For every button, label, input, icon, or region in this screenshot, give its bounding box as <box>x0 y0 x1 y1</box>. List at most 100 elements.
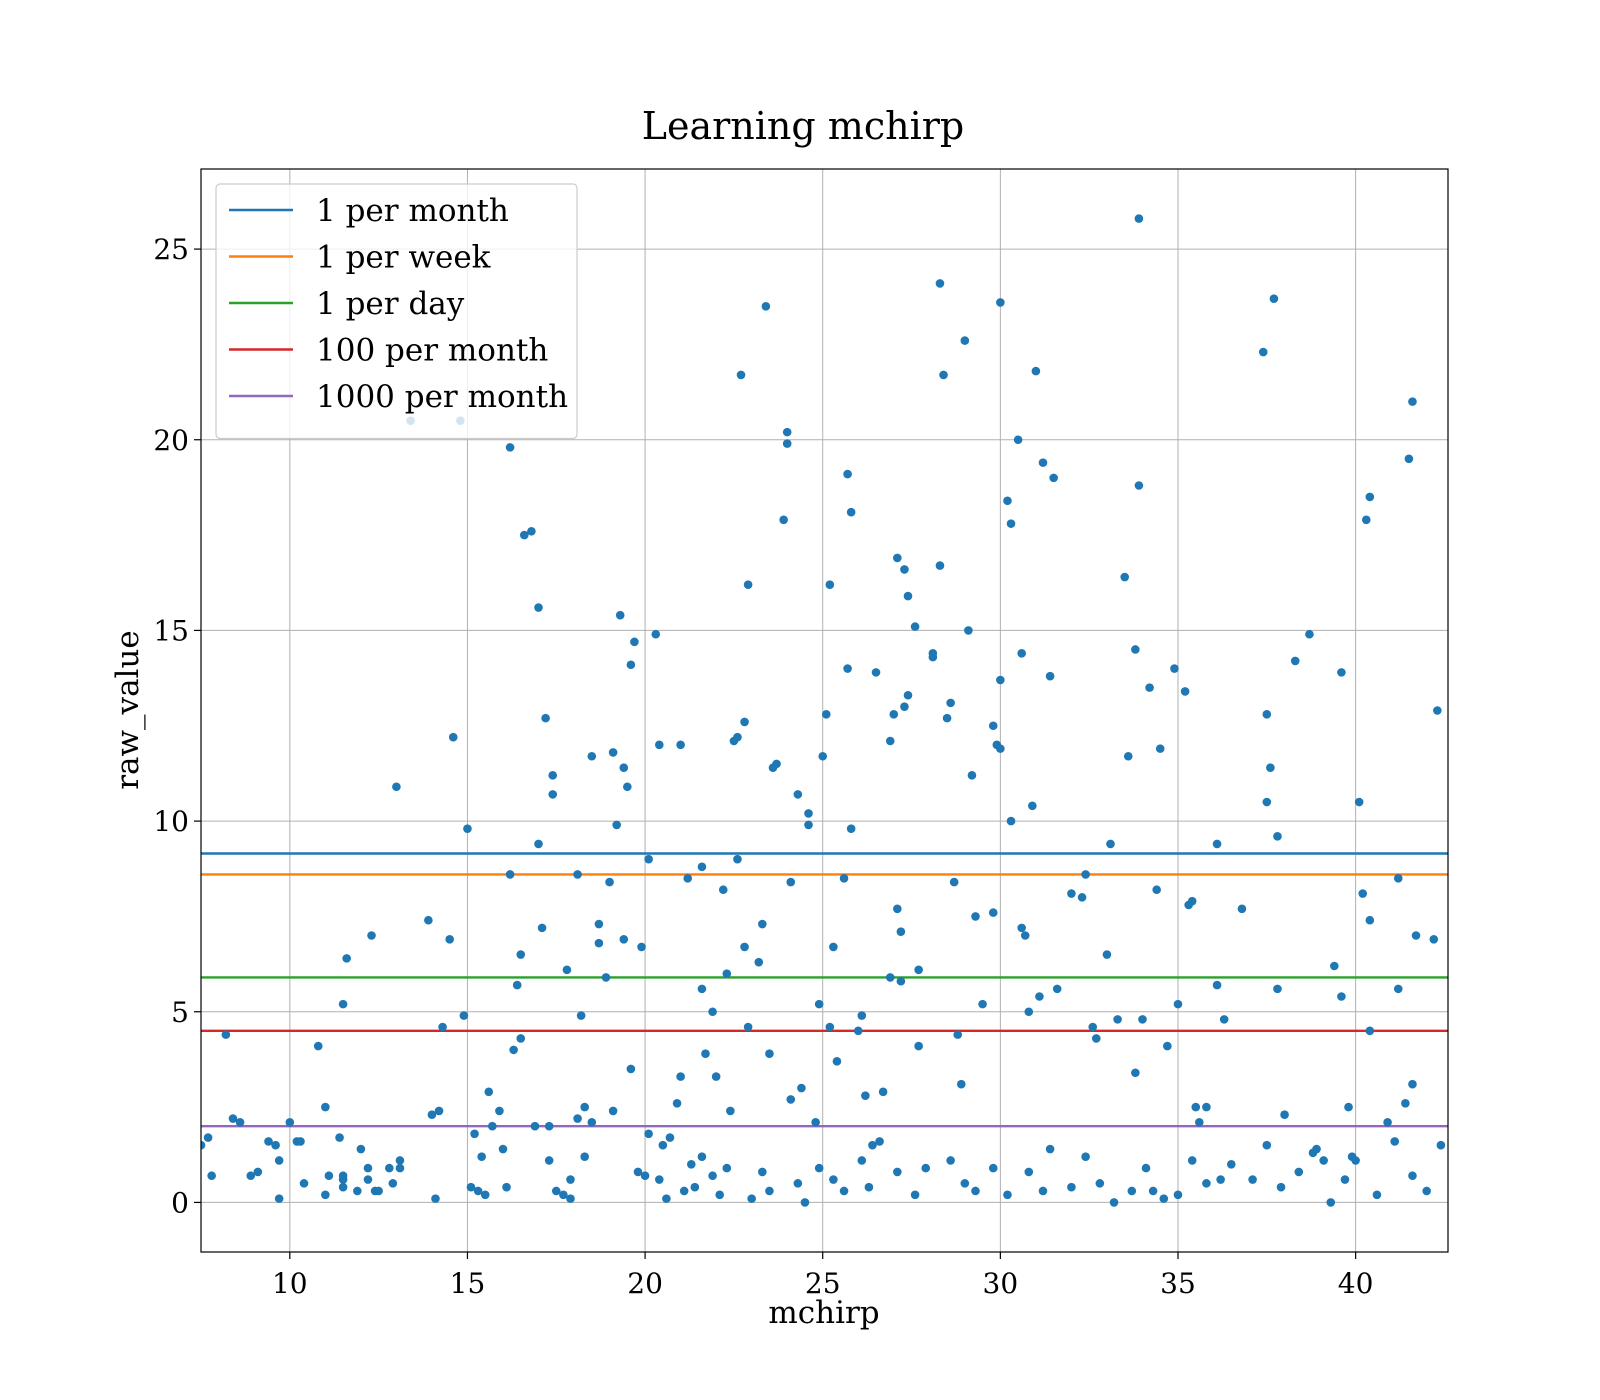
y-axis-label: raw_value <box>110 630 146 790</box>
data-point <box>960 1179 970 1188</box>
data-point <box>1202 1102 1211 1112</box>
data-point <box>516 950 526 959</box>
data-point <box>615 610 625 620</box>
data-point <box>1187 1156 1197 1165</box>
data-point <box>722 1163 732 1173</box>
data-point <box>701 1049 710 1059</box>
data-point <box>1226 1159 1236 1169</box>
x-tick-label: 30 <box>983 1267 1019 1300</box>
data-point <box>797 1083 806 1093</box>
data-point <box>608 748 618 757</box>
data-point <box>1340 1175 1350 1184</box>
data-point <box>1091 1034 1101 1043</box>
data-point <box>477 1152 486 1161</box>
data-point <box>864 1182 874 1192</box>
data-point <box>896 927 906 936</box>
data-point <box>754 957 764 967</box>
data-point <box>949 877 959 887</box>
y-tick-label: 20 <box>153 424 189 457</box>
data-point <box>939 370 948 380</box>
data-point <box>1123 751 1133 761</box>
data-point <box>903 591 913 601</box>
data-point <box>541 713 550 723</box>
data-point <box>221 1030 231 1039</box>
data-point <box>1330 961 1339 971</box>
data-point <box>353 1186 362 1196</box>
data-point <box>782 439 792 448</box>
data-points <box>201 214 1446 1207</box>
data-point <box>758 919 767 929</box>
data-point <box>395 1156 405 1165</box>
data-point <box>786 1095 796 1104</box>
x-tick-label: 20 <box>627 1267 663 1300</box>
data-point <box>1113 1015 1122 1024</box>
data-point <box>434 1106 444 1116</box>
data-point <box>1436 1140 1446 1150</box>
data-point <box>356 1144 366 1154</box>
data-point <box>470 1129 479 1139</box>
data-point <box>1351 1156 1360 1165</box>
data-point <box>761 301 771 311</box>
x-tick-label: 25 <box>805 1267 841 1300</box>
data-point <box>544 1121 554 1131</box>
data-point <box>1273 984 1282 994</box>
data-point <box>893 553 902 563</box>
data-point <box>800 1198 810 1207</box>
x-axis-label: mchirp <box>768 1295 879 1331</box>
data-point <box>374 1186 383 1196</box>
data-point <box>1045 671 1055 681</box>
data-point <box>519 530 529 540</box>
data-point <box>708 1007 717 1017</box>
y-tick-label: 0 <box>171 1186 189 1219</box>
data-point <box>1393 873 1403 883</box>
data-point <box>566 1175 575 1184</box>
data-point <box>1337 668 1346 677</box>
data-point <box>1035 992 1044 1001</box>
data-point <box>1337 992 1346 1001</box>
legend-label: 1 per day <box>316 286 465 322</box>
legend-label: 1 per week <box>316 240 491 276</box>
data-point <box>1202 1179 1211 1188</box>
data-point <box>793 1179 803 1188</box>
data-point <box>1248 1175 1257 1184</box>
data-point <box>509 1045 518 1055</box>
data-point <box>1262 797 1272 807</box>
data-point <box>988 1163 998 1173</box>
data-point <box>1134 214 1144 223</box>
data-point <box>1049 473 1058 483</box>
data-point <box>1141 1163 1151 1173</box>
data-point <box>1180 687 1190 696</box>
y-tick-label: 10 <box>153 805 189 838</box>
chart-title: Learning mchirp <box>642 104 964 148</box>
data-point <box>644 854 653 864</box>
data-point <box>1024 1007 1034 1017</box>
data-point <box>608 1106 618 1116</box>
data-point <box>676 740 685 750</box>
data-point <box>996 744 1005 753</box>
data-point <box>1344 1102 1353 1112</box>
data-point <box>459 1011 469 1020</box>
data-point <box>1003 1190 1012 1200</box>
data-point <box>658 1140 668 1150</box>
data-point <box>612 820 621 830</box>
data-point <box>580 1102 589 1112</box>
data-point <box>967 771 977 780</box>
data-point <box>626 1064 636 1074</box>
data-point <box>630 637 639 647</box>
data-point <box>562 965 572 975</box>
data-point <box>1365 915 1375 925</box>
data-point <box>1006 816 1016 826</box>
data-point <box>996 298 1005 307</box>
data-point <box>1212 839 1222 849</box>
data-point <box>697 984 707 994</box>
data-point <box>1429 935 1439 944</box>
data-point <box>1269 294 1279 303</box>
data-point <box>1276 1182 1286 1192</box>
data-point <box>587 1118 597 1127</box>
data-point <box>829 1175 838 1184</box>
data-point <box>1017 923 1026 933</box>
data-point <box>708 1171 717 1181</box>
data-point <box>253 1167 263 1177</box>
data-point <box>498 1144 508 1154</box>
data-point <box>587 751 597 761</box>
